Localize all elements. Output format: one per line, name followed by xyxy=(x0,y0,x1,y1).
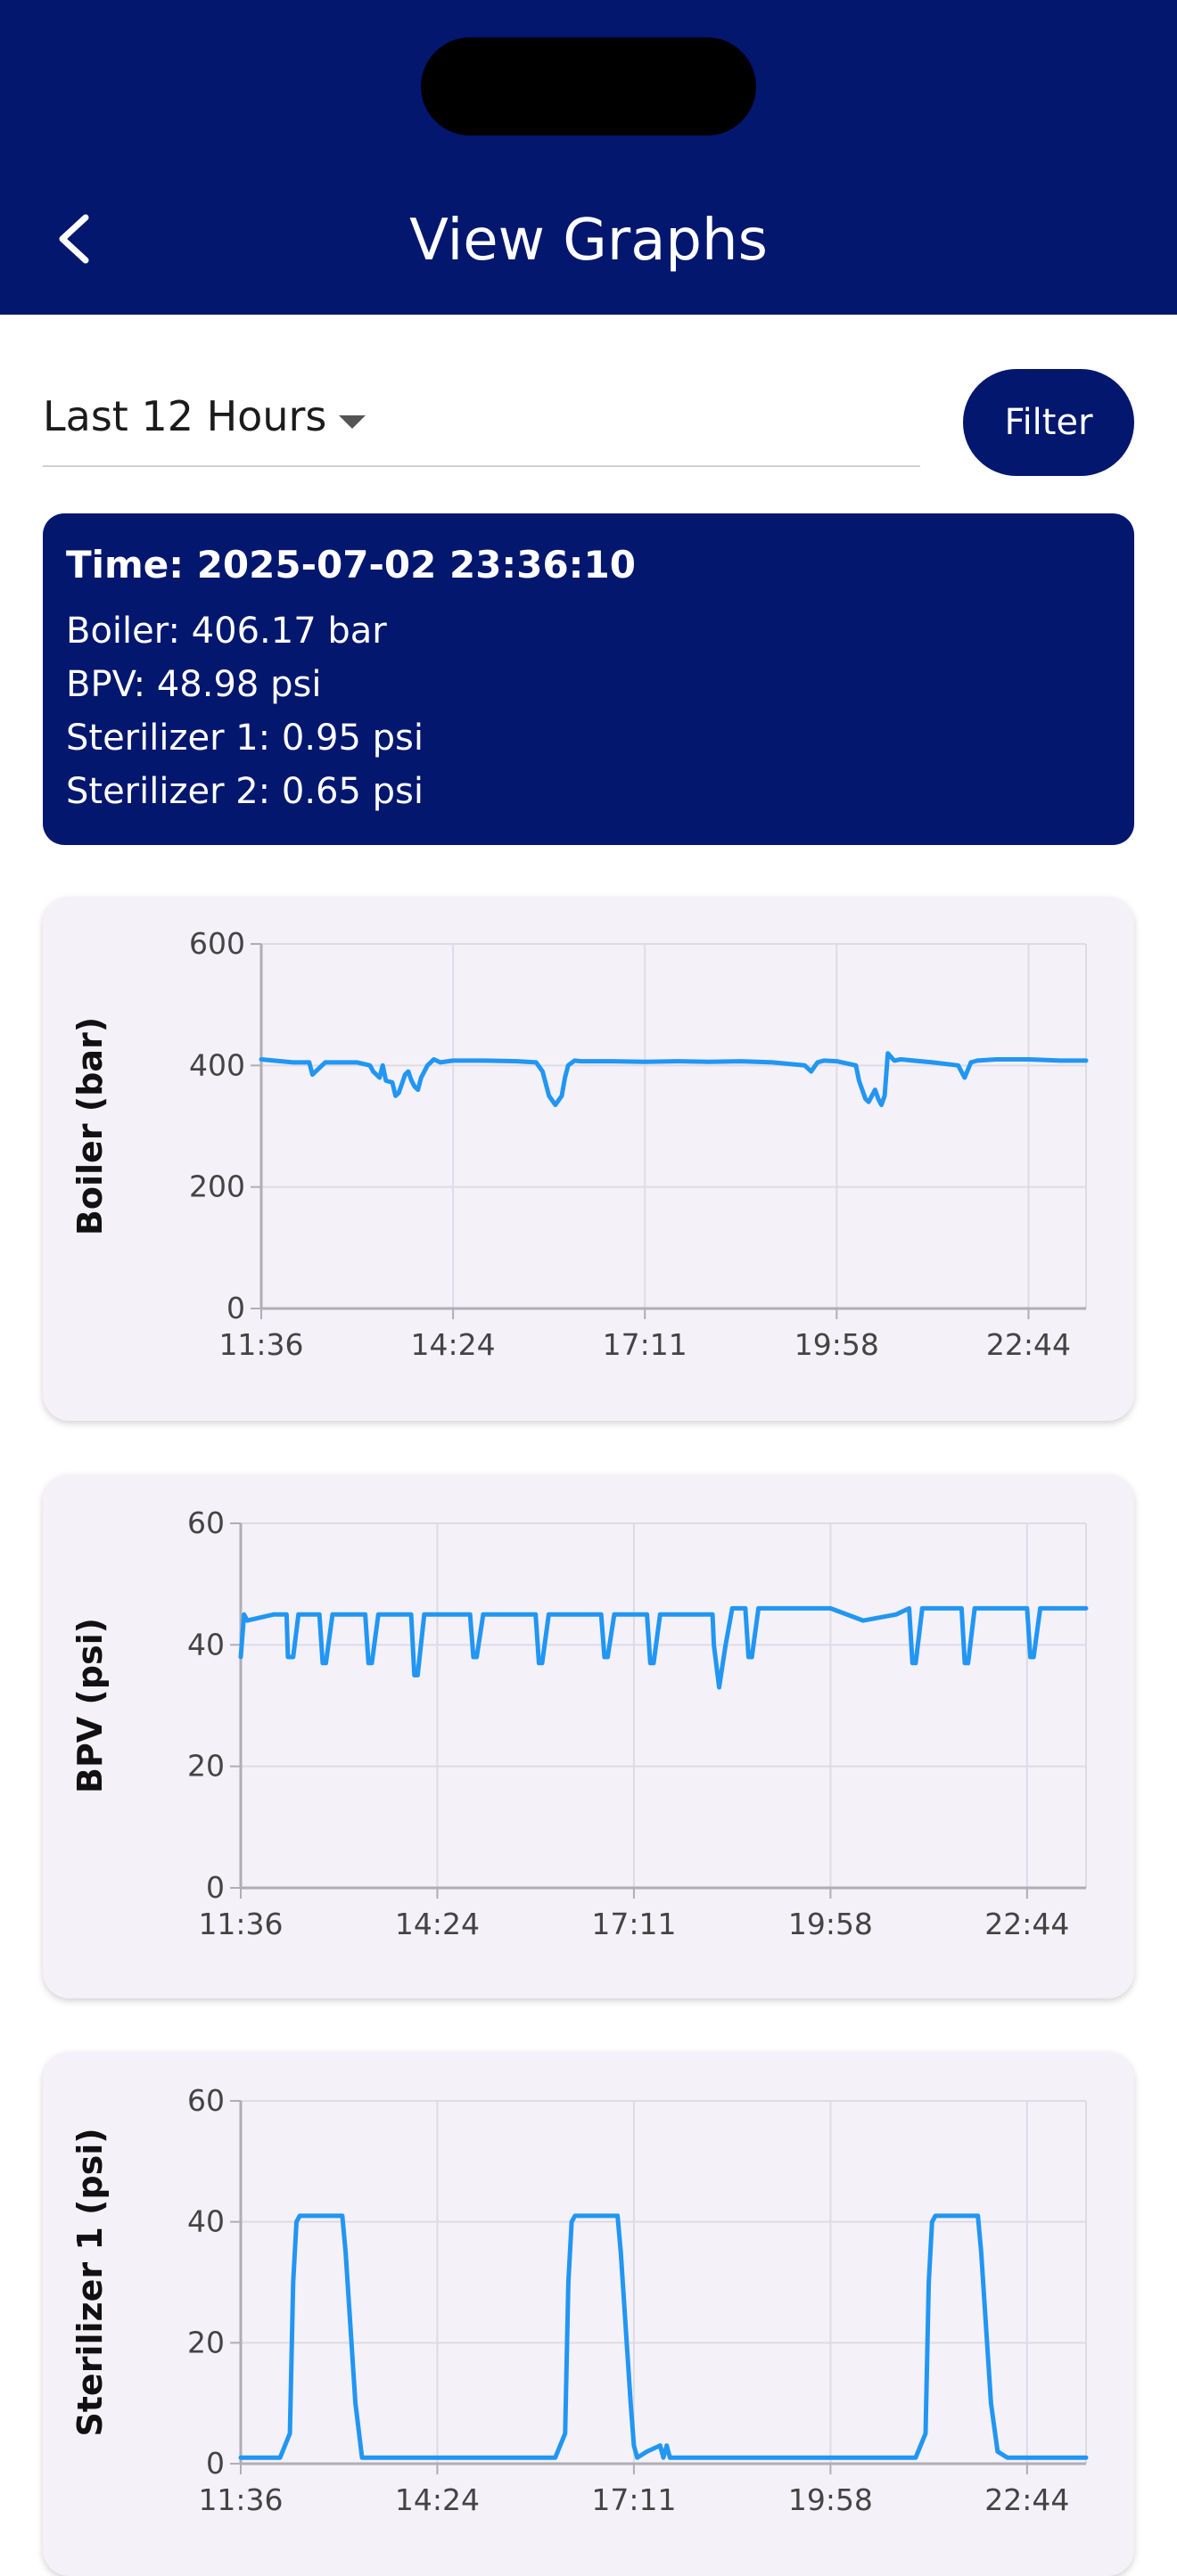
sterilizer1-reading: Sterilizer 1: 0.95 psi xyxy=(66,718,424,759)
x-tick-label: 17:11 xyxy=(591,2482,676,2517)
y-tick-label: 200 xyxy=(189,1169,245,1204)
y-tick-label: 0 xyxy=(206,1870,225,1905)
x-tick-label: 17:11 xyxy=(603,1327,687,1362)
x-tick-label: 14:24 xyxy=(411,1327,496,1362)
y-axis-label: Sterilizer 1 (psi) xyxy=(70,2128,110,2436)
y-tick-label: 60 xyxy=(187,2083,225,2118)
series-line xyxy=(259,1051,1089,1108)
app-bar: View Graphs xyxy=(0,0,1177,315)
bpv-reading: BPV: 48.98 psi xyxy=(66,664,322,705)
x-tick-label: 11:36 xyxy=(198,1907,283,1941)
y-tick-label: 0 xyxy=(226,1291,245,1325)
sterilizer1-chart[interactable]: 0 20 40 60 11:36 14:24 17:11 19:58 22:44 Steriliz… xyxy=(43,2052,1134,2576)
reading-info-card: Time: 2025-07-02 23:36:10 Boiler: 406.17… xyxy=(43,513,1134,845)
y-tick-label: 60 xyxy=(187,1505,225,1540)
time-range-dropdown[interactable]: Last 12 Hours xyxy=(43,383,920,467)
bpv-chart-card: 0 20 40 60 11:36 14:24 17:11 19:58 22:44 BPV (psi… xyxy=(43,1474,1134,1998)
camera-island xyxy=(421,37,756,135)
x-tick-label: 19:58 xyxy=(794,1327,879,1362)
y-tick-label: 400 xyxy=(189,1047,245,1082)
boiler-reading: Boiler: 406.17 bar xyxy=(66,611,387,652)
boiler-chart-card: 0 200 400 600 11:36 14:24 17:11 19:58 22:44 Boile… xyxy=(43,897,1134,1421)
sterilizer1-chart-card: 0 20 40 60 11:36 14:24 17:11 19:58 22:44 Steriliz… xyxy=(43,2052,1134,2576)
sterilizer2-reading: Sterilizer 2: 0.65 psi xyxy=(66,771,424,812)
y-axis-label: BPV (psi) xyxy=(70,1618,110,1793)
x-tick-label: 17:11 xyxy=(591,1907,676,1941)
filter-button[interactable]: Filter xyxy=(963,369,1134,476)
y-tick-label: 20 xyxy=(187,1749,225,1784)
x-tick-label: 22:44 xyxy=(986,1327,1071,1362)
back-button[interactable] xyxy=(45,203,107,275)
x-tick-label: 14:24 xyxy=(395,2482,480,2517)
x-tick-label: 19:58 xyxy=(788,1907,873,1941)
x-tick-label: 14:24 xyxy=(395,1907,480,1941)
chevron-left-icon xyxy=(59,214,89,264)
x-tick-label: 19:58 xyxy=(788,2482,873,2517)
reading-time: Time: 2025-07-02 23:36:10 xyxy=(66,543,636,587)
page-title: View Graphs xyxy=(409,208,768,274)
time-range-label: Last 12 Hours xyxy=(43,392,327,440)
dropdown-arrow-icon xyxy=(339,415,366,429)
y-tick-label: 40 xyxy=(187,1627,225,1661)
series-line xyxy=(238,2213,1089,2460)
y-tick-label: 0 xyxy=(206,2446,225,2481)
y-tick-label: 40 xyxy=(187,2204,225,2239)
y-tick-label: 600 xyxy=(189,926,245,961)
series-line xyxy=(238,1605,1089,1690)
y-axis-label: Boiler (bar) xyxy=(70,1017,110,1235)
x-tick-label: 11:36 xyxy=(198,2482,283,2517)
boiler-chart[interactable]: 0 200 400 600 11:36 14:24 17:11 19:58 22:44 Boile… xyxy=(43,897,1134,1421)
x-tick-label: 22:44 xyxy=(984,1907,1069,1941)
y-tick-label: 20 xyxy=(187,2325,225,2359)
x-tick-label: 22:44 xyxy=(984,2482,1069,2517)
x-tick-label: 11:36 xyxy=(218,1327,303,1362)
bpv-chart[interactable]: 0 20 40 60 11:36 14:24 17:11 19:58 22:44 BPV (psi… xyxy=(43,1474,1134,1998)
